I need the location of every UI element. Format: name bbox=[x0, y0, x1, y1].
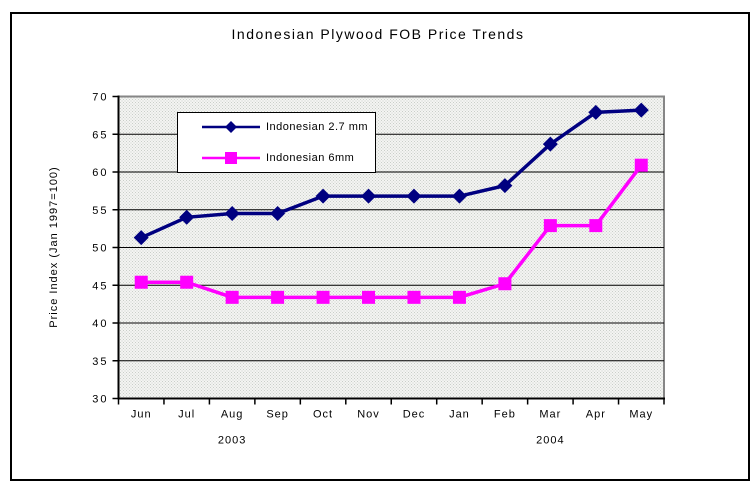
data-point bbox=[133, 230, 149, 246]
y-tick-label: 50 bbox=[92, 243, 108, 255]
y-tick-label: 60 bbox=[92, 167, 108, 179]
y-tick-label: 55 bbox=[92, 205, 108, 217]
x-tick-label: Nov bbox=[357, 409, 380, 421]
year-label: 2003 bbox=[218, 435, 246, 447]
x-tick-label: Jul bbox=[178, 409, 195, 421]
data-point bbox=[498, 277, 512, 291]
series-line-1 bbox=[141, 164, 643, 300]
y-tick-label: 40 bbox=[92, 318, 108, 330]
y-tick-label: 30 bbox=[92, 394, 108, 406]
x-tick-label: Oct bbox=[313, 409, 333, 421]
chart-border bbox=[10, 12, 750, 481]
data-point bbox=[497, 178, 513, 194]
y-tick-label: 35 bbox=[92, 356, 108, 368]
data-point bbox=[225, 290, 239, 304]
x-tick-label: Aug bbox=[221, 409, 244, 421]
data-point bbox=[179, 209, 195, 225]
x-tick-label: May bbox=[629, 409, 653, 421]
x-tick-label: Mar bbox=[539, 409, 561, 421]
data-point bbox=[634, 158, 648, 172]
data-point bbox=[271, 290, 285, 304]
x-tick-label: Sep bbox=[266, 409, 289, 421]
data-point bbox=[224, 206, 240, 222]
data-point bbox=[316, 290, 330, 304]
data-point bbox=[407, 290, 421, 304]
data-point bbox=[633, 102, 649, 118]
x-tick-label: Dec bbox=[403, 409, 426, 421]
data-point bbox=[406, 188, 422, 204]
data-point bbox=[451, 188, 467, 204]
series-line-0 bbox=[140, 108, 642, 240]
data-point bbox=[270, 206, 286, 222]
data-point bbox=[134, 275, 148, 289]
data-point bbox=[542, 136, 558, 152]
legend-label-27mm: Indonesian 2.7 mm bbox=[266, 121, 369, 133]
square-marker-icon bbox=[202, 152, 260, 164]
data-point bbox=[361, 188, 377, 204]
x-tick-label: Apr bbox=[586, 409, 606, 421]
legend-item-27mm: Indonesian 2.7 mm bbox=[178, 119, 375, 135]
legend: Indonesian 2.7 mm Indonesian 6mm bbox=[177, 112, 376, 173]
y-tick-label: 70 bbox=[92, 92, 108, 104]
data-point bbox=[588, 104, 604, 120]
legend-label-6mm: Indonesian 6mm bbox=[266, 152, 355, 164]
y-tick-label: 45 bbox=[92, 280, 108, 292]
diamond-marker-icon bbox=[202, 121, 260, 133]
x-tick-label: Feb bbox=[494, 409, 516, 421]
data-point bbox=[315, 188, 331, 204]
y-tick-label: 65 bbox=[92, 129, 108, 141]
data-point bbox=[589, 219, 603, 233]
data-point bbox=[180, 275, 194, 289]
data-point bbox=[362, 290, 376, 304]
year-label: 2004 bbox=[536, 435, 564, 447]
x-tick-label: Jun bbox=[131, 409, 152, 421]
data-point bbox=[543, 219, 557, 233]
data-point bbox=[452, 290, 466, 304]
legend-item-6mm: Indonesian 6mm bbox=[178, 150, 375, 166]
chart-title: Indonesian Plywood FOB Price Trends bbox=[231, 26, 525, 42]
x-tick-label: Jan bbox=[449, 409, 470, 421]
